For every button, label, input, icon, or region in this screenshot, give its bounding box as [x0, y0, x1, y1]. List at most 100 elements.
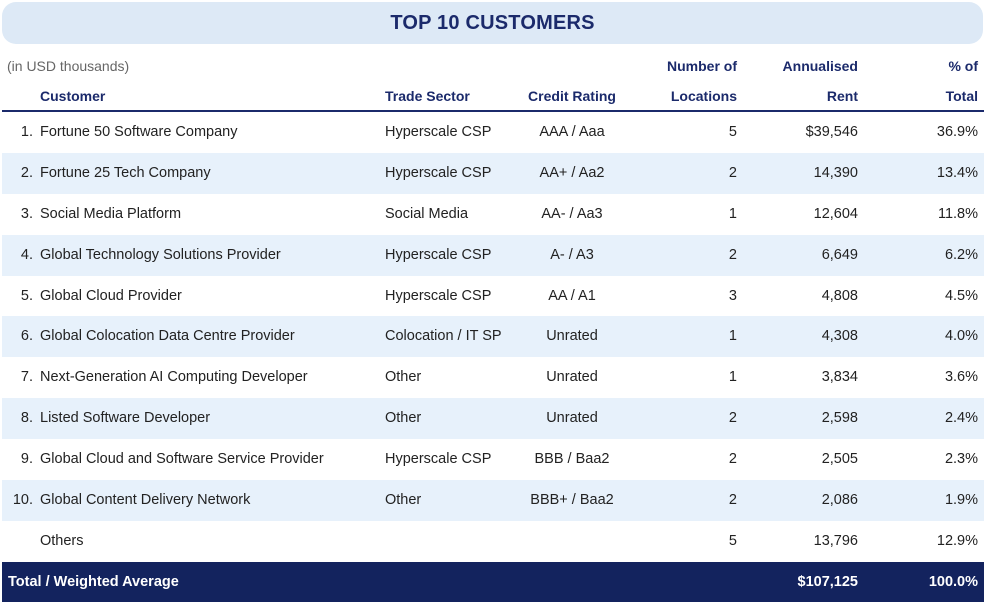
location-count: 3: [728, 287, 737, 304]
row-number: 2.: [20, 164, 33, 181]
units-note: (in USD thousands): [7, 58, 130, 74]
total-row: Total / Weighted Average $107,125 100.0%: [2, 562, 984, 602]
table-row: 4. Global Technology Solutions Provider Hy…: [2, 234, 984, 276]
row-number: 10.: [12, 492, 33, 509]
annualised-rent: 14,390: [813, 164, 858, 181]
title-banner: TOP 10 CUSTOMERS: [2, 2, 983, 44]
credit-rating: AA- / Aa3: [541, 205, 603, 222]
customer-name: Listed Software Developer: [40, 410, 211, 427]
annualised-rent: 2,086: [821, 492, 858, 509]
credit-rating: AA+ / Aa2: [539, 164, 605, 181]
trade-sector: Other: [385, 369, 422, 386]
annualised-rent: 3,834: [821, 369, 858, 386]
header-locations-line1: Number of: [667, 58, 737, 74]
annualised-rent: 2,598: [821, 410, 858, 427]
annualised-rent: 4,308: [821, 328, 858, 345]
percent-of-total: 6.2%: [944, 246, 978, 263]
percent-of-total: 4.5%: [944, 287, 978, 304]
customer-name: Global Technology Solutions Provider: [40, 246, 281, 263]
location-count: 1: [728, 205, 737, 222]
header-pct-line2: Total: [945, 88, 978, 104]
customer-name: Next-Generation AI Computing Developer: [40, 369, 308, 386]
annualised-rent: $39,546: [805, 124, 858, 140]
total-pct: 100.0%: [928, 574, 978, 590]
percent-of-total: 2.3%: [944, 451, 978, 468]
row-number: 6.: [20, 328, 33, 345]
customer-table-body: 1. Fortune 50 Software Company Hyperscale …: [2, 112, 984, 562]
table-row: Others 5 13,796 12.9%: [2, 521, 984, 562]
row-number: 9.: [20, 451, 33, 468]
customer-name: Others: [40, 532, 84, 549]
credit-rating: A- / A3: [550, 246, 594, 263]
header-rent-line2: Rent: [826, 88, 858, 104]
trade-sector: Colocation / IT SP: [385, 328, 502, 345]
location-count: 5: [728, 124, 737, 140]
percent-of-total: 2.4%: [944, 410, 978, 427]
row-number: 1.: [20, 124, 33, 140]
table-row: 5. Global Cloud Provider Hyperscale CSP AA …: [2, 276, 984, 317]
row-number: 7.: [20, 369, 33, 386]
row-number: 3.: [20, 205, 33, 222]
location-count: 1: [728, 328, 737, 345]
customer-name: Global Colocation Data Centre Provider: [40, 328, 295, 345]
customer-name: Global Cloud and Software Service Provid…: [40, 451, 324, 468]
percent-of-total: 13.4%: [936, 164, 978, 181]
credit-rating: [512, 521, 632, 562]
credit-rating: AA / A1: [548, 287, 596, 304]
customer-name: Fortune 25 Tech Company: [40, 164, 211, 181]
location-count: 2: [728, 164, 737, 181]
percent-of-total: 1.9%: [944, 492, 978, 509]
trade-sector: Hyperscale CSP: [385, 451, 492, 468]
percent-of-total: 12.9%: [936, 532, 978, 549]
trade-sector: Hyperscale CSP: [385, 164, 492, 181]
trade-sector: Other: [385, 492, 422, 509]
total-label: Total / Weighted Average: [8, 574, 179, 590]
trade-sector: Hyperscale CSP: [385, 287, 492, 304]
row-number: 5.: [20, 287, 33, 304]
annualised-rent: 2,505: [821, 451, 858, 468]
row-number: 4.: [20, 246, 33, 263]
annualised-rent: 13,796: [813, 532, 858, 549]
location-count: 2: [728, 451, 737, 468]
percent-of-total: 11.8%: [937, 205, 978, 222]
trade-sector: Social Media: [385, 205, 469, 222]
row-number: 8.: [20, 410, 33, 427]
header-trade-sector: Trade Sector: [385, 88, 470, 104]
credit-rating: BBB+ / Baa2: [530, 492, 614, 509]
table-row: 1. Fortune 50 Software Company Hyperscale …: [2, 112, 984, 153]
table-row: 2. Fortune 25 Tech Company Hyperscale CSP A…: [2, 152, 984, 194]
trade-sector: Hyperscale CSP: [385, 246, 492, 263]
credit-rating: AAA / Aaa: [539, 124, 605, 140]
annualised-rent: 4,808: [821, 287, 858, 304]
annualised-rent: 6,649: [821, 246, 858, 263]
percent-of-total: 36.9%: [936, 124, 978, 140]
trade-sector: Hyperscale CSP: [385, 124, 492, 140]
row-number: [6, 521, 33, 562]
header-customer: Customer: [40, 88, 106, 104]
credit-rating: Unrated: [546, 328, 598, 345]
table-row: 7. Next-Generation AI Computing Developer…: [2, 357, 984, 398]
header-rent-line1: Annualised: [782, 58, 858, 74]
header-divider: [2, 110, 984, 112]
annualised-rent: 12,604: [813, 205, 858, 222]
table-row: 3. Social Media Platform Social Media AA- /…: [2, 194, 984, 235]
percent-of-total: 3.6%: [944, 369, 978, 386]
credit-rating: Unrated: [546, 410, 598, 427]
customer-name: Fortune 50 Software Company: [40, 124, 238, 140]
location-count: 2: [728, 492, 737, 509]
customer-name: Global Content Delivery Network: [40, 492, 251, 509]
trade-sector: Other: [385, 410, 422, 427]
header-locations-line2: Locations: [670, 88, 737, 104]
credit-rating: BBB / Baa2: [534, 451, 610, 468]
credit-rating: Unrated: [546, 369, 598, 386]
page-title: TOP 10 CUSTOMERS: [390, 11, 595, 34]
total-rent: $107,125: [797, 574, 858, 590]
table-row: 9. Global Cloud and Software Service Prov…: [2, 439, 984, 480]
location-count: 2: [728, 246, 737, 263]
table-row: 10. Global Content Delivery Network Other B…: [2, 480, 984, 521]
location-count: 1: [728, 369, 737, 386]
header-pct-line1: % of: [948, 58, 978, 74]
location-count: 2: [728, 410, 737, 427]
table-row: 8. Listed Software Developer Other Unrated 2…: [2, 398, 984, 440]
customer-name: Global Cloud Provider: [40, 287, 182, 304]
